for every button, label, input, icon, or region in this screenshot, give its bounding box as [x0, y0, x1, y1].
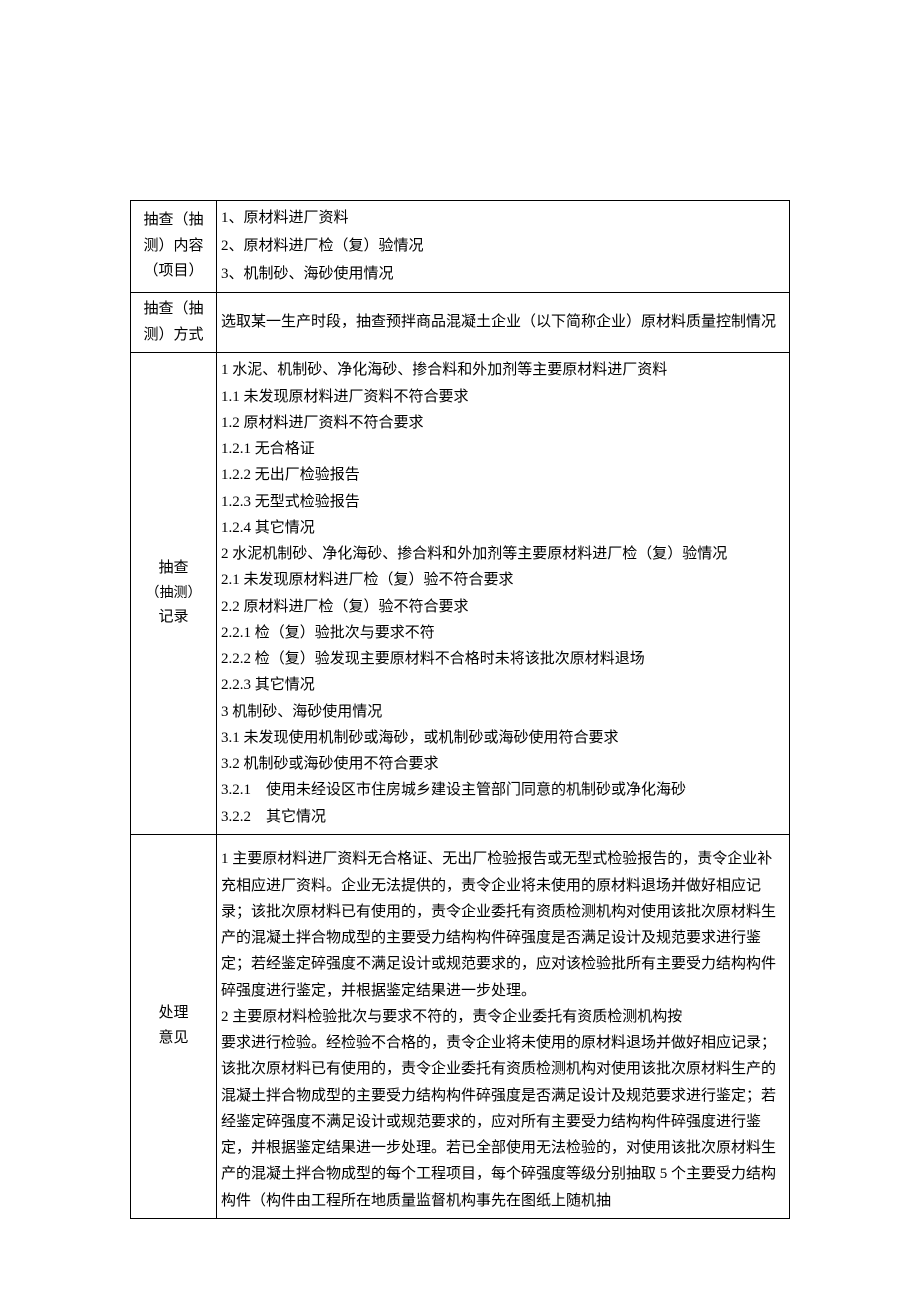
label-record-l1: 抽查: [133, 556, 214, 582]
label-opinion-l1: 处理: [133, 1001, 214, 1027]
rec-3-2: 3.2 机制砂或海砂使用不符合要求: [221, 751, 785, 777]
inspection-table: 抽查（抽测）内容（项目） 1、原材料进厂资料 2、原材料进厂检（复）验情况 3、…: [130, 200, 790, 1219]
op-2a: 2 主要原材料检验批次与要求不符的，责令企业委托有资质检测机构按: [221, 1004, 785, 1030]
op-1: 1 主要原材料进厂资料无合格证、无出厂检验报告或无型式检验报告的，责令企业补充相…: [221, 846, 785, 1004]
row-method: 抽查（抽测）方式 选取某一生产时段，抽查预拌商品混凝土企业（以下简称企业）原材料…: [131, 293, 790, 353]
op-2b: 要求进行检验。经检验不合格的，责令企业将未使用的原材料退场并做好相应记录；该批次…: [221, 1030, 785, 1214]
rec-2-2-2: 2.2.2 检（复）验发现主要原材料不合格时未将该批次原材料退场: [221, 646, 785, 672]
cell-record: 1 水泥、机制砂、净化海砂、掺合料和外加剂等主要原材料进厂资料 1.1 未发现原…: [217, 353, 790, 835]
label-opinion-l2: 意见: [133, 1026, 214, 1052]
label-record-l2: （抽测）: [133, 582, 214, 606]
rec-2: 2 水泥机制砂、净化海砂、掺合料和外加剂等主要原材料进厂检（复）验情况: [221, 541, 785, 567]
row-record: 抽查 （抽测） 记录 1 水泥、机制砂、净化海砂、掺合料和外加剂等主要原材料进厂…: [131, 353, 790, 835]
rec-3-1: 3.1 未发现使用机制砂或海砂，或机制砂或海砂使用符合要求: [221, 725, 785, 751]
rec-1: 1 水泥、机制砂、净化海砂、掺合料和外加剂等主要原材料进厂资料: [221, 357, 785, 383]
rec-1-2-4: 1.2.4 其它情况: [221, 515, 785, 541]
rec-1-2-2: 1.2.2 无出厂检验报告: [221, 462, 785, 488]
rec-1-2-3: 1.2.3 无型式检验报告: [221, 489, 785, 515]
rec-1-2: 1.2 原材料进厂资料不符合要求: [221, 410, 785, 436]
rec-3: 3 机制砂、海砂使用情况: [221, 699, 785, 725]
label-record-l3: 记录: [133, 605, 214, 631]
rec-3-2-2: 3.2.2 其它情况: [221, 804, 785, 830]
label-record: 抽查 （抽测） 记录: [131, 353, 217, 835]
label-method: 抽查（抽测）方式: [131, 293, 217, 353]
row-content-items: 抽查（抽测）内容（项目） 1、原材料进厂资料 2、原材料进厂检（复）验情况 3、…: [131, 201, 790, 293]
rec-2-2-3: 2.2.3 其它情况: [221, 672, 785, 698]
rec-1-1: 1.1 未发现原材料进厂资料不符合要求: [221, 384, 785, 410]
label-opinion: 处理 意见: [131, 834, 217, 1218]
rec-2-2-1: 2.2.1 检（复）验批次与要求不符: [221, 620, 785, 646]
row-opinion: 处理 意见 1 主要原材料进厂资料无合格证、无出厂检验报告或无型式检验报告的，责…: [131, 834, 790, 1218]
content-line-3: 3、机制砂、海砂使用情况: [221, 261, 785, 289]
content-line-1: 1、原材料进厂资料: [221, 205, 785, 233]
rec-1-2-1: 1.2.1 无合格证: [221, 436, 785, 462]
rec-2-1: 2.1 未发现原材料进厂检（复）验不符合要求: [221, 567, 785, 593]
cell-opinion: 1 主要原材料进厂资料无合格证、无出厂检验报告或无型式检验报告的，责令企业补充相…: [217, 834, 790, 1218]
label-content-items: 抽查（抽测）内容（项目）: [131, 201, 217, 293]
content-line-2: 2、原材料进厂检（复）验情况: [221, 233, 785, 261]
rec-2-2: 2.2 原材料进厂检（复）验不符合要求: [221, 594, 785, 620]
rec-3-2-1: 3.2.1 使用未经设区市住房城乡建设主管部门同意的机制砂或净化海砂: [221, 777, 785, 803]
cell-method: 选取某一生产时段，抽查预拌商品混凝土企业（以下简称企业）原材料质量控制情况: [217, 293, 790, 353]
cell-content-items: 1、原材料进厂资料 2、原材料进厂检（复）验情况 3、机制砂、海砂使用情况: [217, 201, 790, 293]
